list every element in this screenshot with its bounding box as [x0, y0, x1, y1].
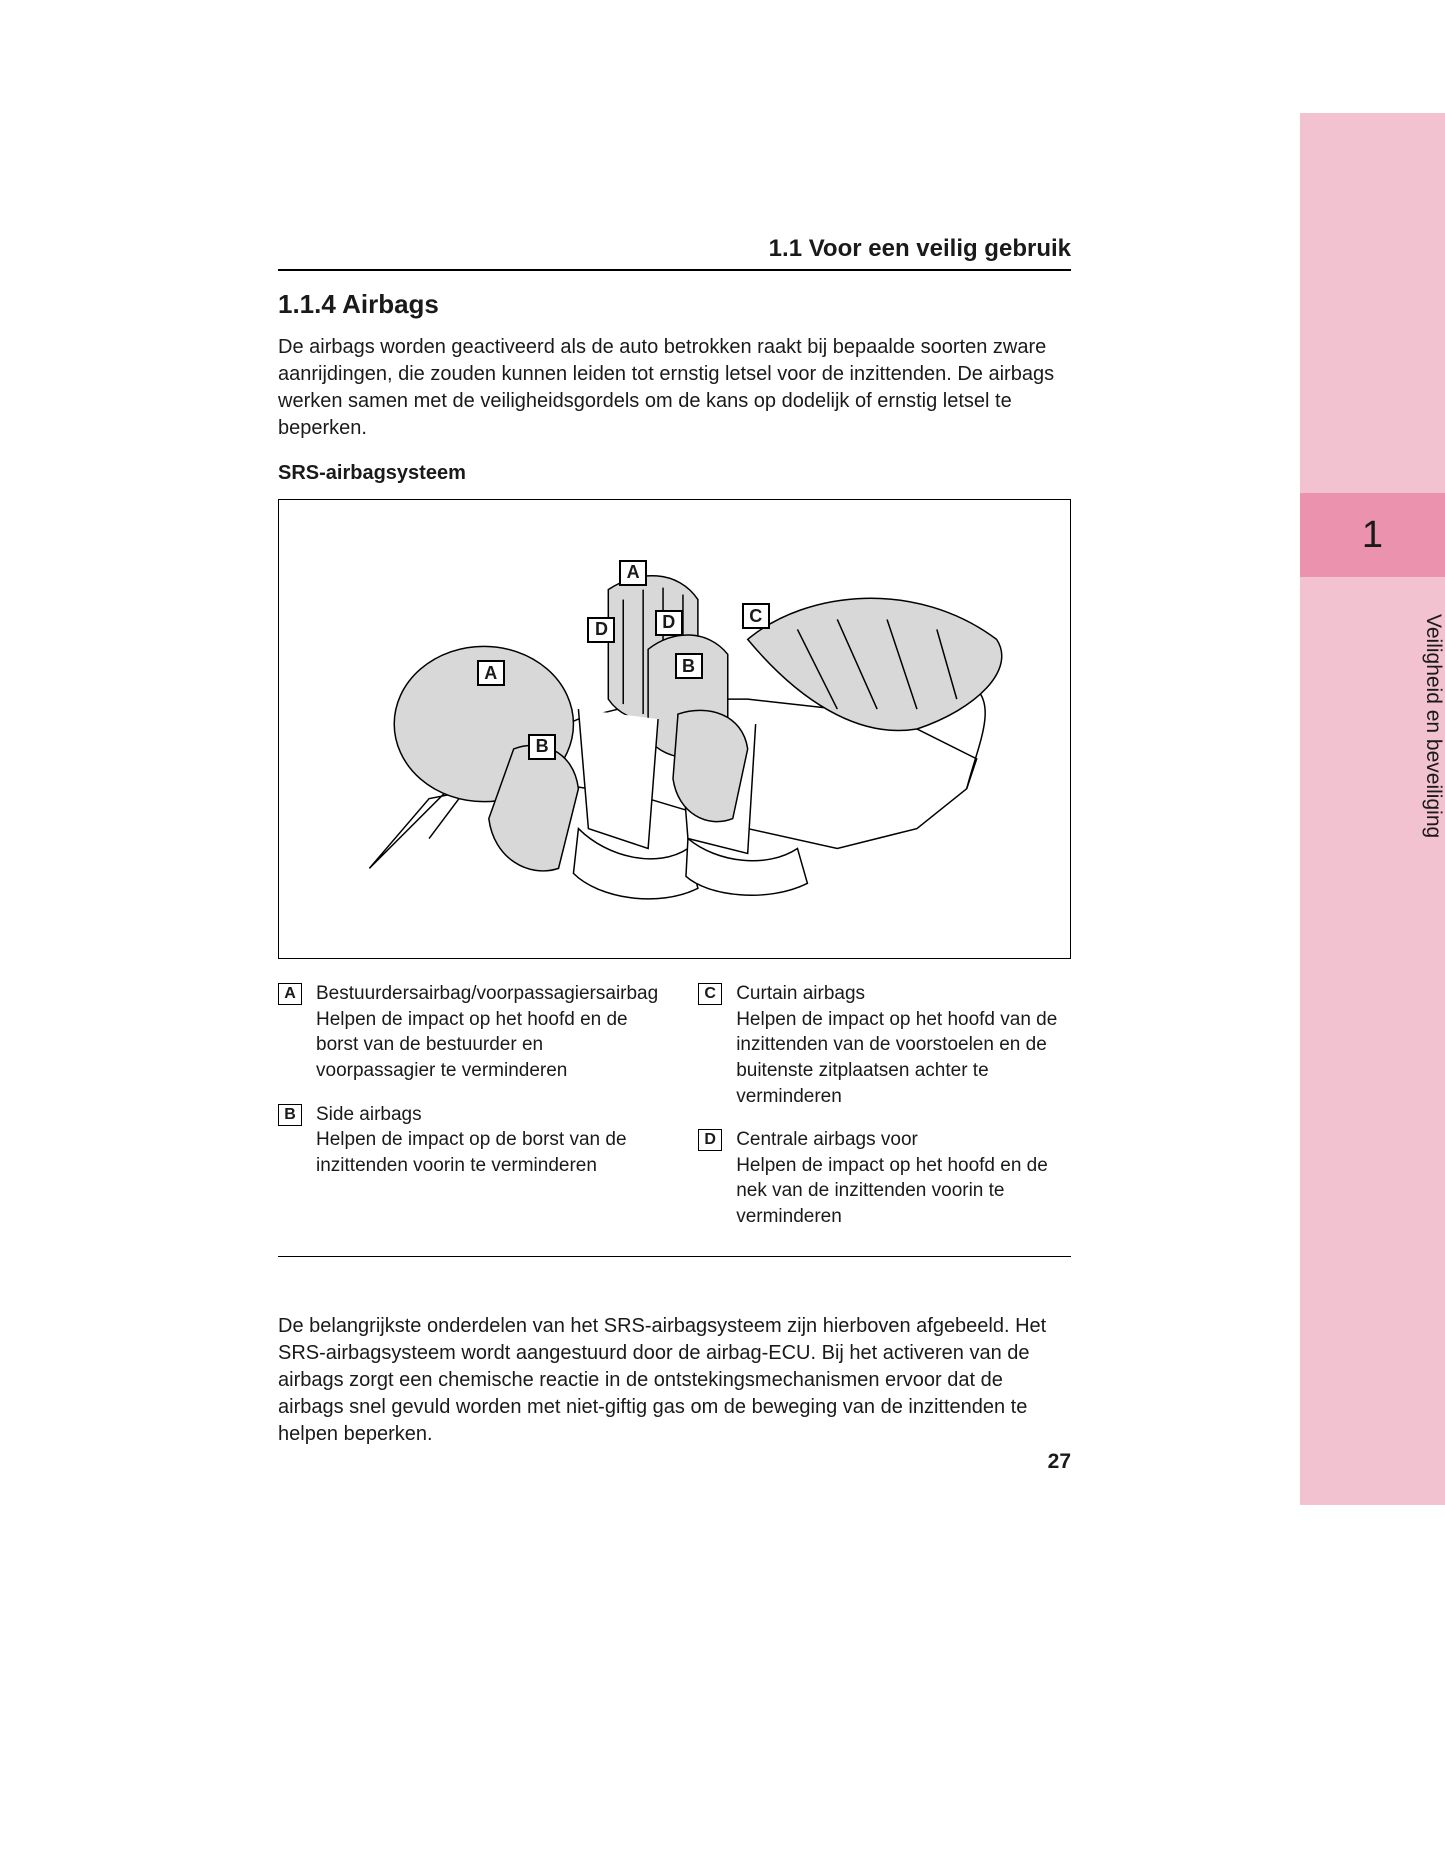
legend-text: Side airbags Helpen de impact op de bors… — [316, 1102, 658, 1179]
legend-text: Centrale airbags voor Helpen de impact o… — [736, 1127, 1071, 1230]
legend-item: D Centrale airbags voor Helpen de impact… — [698, 1127, 1071, 1230]
page-number: 27 — [278, 1450, 1071, 1474]
intro-paragraph: De airbags worden geactiveerd als de aut… — [278, 334, 1071, 442]
diagram-callout-b: B — [675, 653, 703, 679]
legend-title: Side airbags — [316, 1102, 658, 1128]
legend-text: Bestuurdersairbag/voorpassagiersairbag H… — [316, 981, 658, 1084]
legend: A Bestuurdersairbag/voorpassagiersairbag… — [278, 981, 1071, 1257]
legend-title: Curtain airbags — [736, 981, 1071, 1007]
body-paragraph: De belangrijkste onderdelen van het SRS-… — [278, 1313, 1071, 1448]
subsection-title: 1.1.4 Airbags — [278, 289, 1071, 320]
legend-desc: Helpen de impact op de borst van de inzi… — [316, 1127, 658, 1178]
airbag-diagram: ADDCBAB — [278, 499, 1071, 959]
section-header: 1.1 Voor een veilig gebruik — [278, 235, 1071, 271]
airbag-illustration-svg — [279, 500, 1070, 958]
legend-letter-box: C — [698, 983, 722, 1005]
diagram-callout-d: D — [587, 617, 615, 643]
chapter-number: 1 — [1362, 514, 1383, 557]
legend-desc: Helpen de impact op het hoofd en de nek … — [736, 1153, 1071, 1230]
diagram-callout-a: A — [619, 560, 647, 586]
diagram-callout-b: B — [528, 734, 556, 760]
page-content: 1.1 Voor een veilig gebruik 1.1.4 Airbag… — [278, 235, 1071, 1448]
legend-title: Centrale airbags voor — [736, 1127, 1071, 1153]
legend-letter-box: D — [698, 1129, 722, 1151]
legend-desc: Helpen de impact op het hoofd van de inz… — [736, 1007, 1071, 1110]
legend-letter-box: B — [278, 1104, 302, 1126]
diagram-callout-c: C — [742, 603, 770, 629]
legend-col-right: C Curtain airbags Helpen de impact op he… — [698, 981, 1071, 1230]
legend-item: C Curtain airbags Helpen de impact op he… — [698, 981, 1071, 1109]
diagram-callout-a: A — [477, 660, 505, 686]
legend-title: Bestuurdersairbag/voorpassagiersairbag — [316, 981, 658, 1007]
side-vertical-label: Veiligheid en beveiliging — [1300, 600, 1445, 838]
legend-desc: Helpen de impact op het hoofd en de bors… — [316, 1007, 658, 1084]
diagram-callout-d: D — [655, 610, 683, 636]
chapter-number-box: 1 — [1300, 493, 1445, 577]
srs-heading: SRS-airbagsysteem — [278, 462, 1071, 485]
legend-item: A Bestuurdersairbag/voorpassagiersairbag… — [278, 981, 658, 1084]
legend-text: Curtain airbags Helpen de impact op het … — [736, 981, 1071, 1109]
legend-col-left: A Bestuurdersairbag/voorpassagiersairbag… — [278, 981, 658, 1230]
legend-item: B Side airbags Helpen de impact op de bo… — [278, 1102, 658, 1179]
legend-letter-box: A — [278, 983, 302, 1005]
